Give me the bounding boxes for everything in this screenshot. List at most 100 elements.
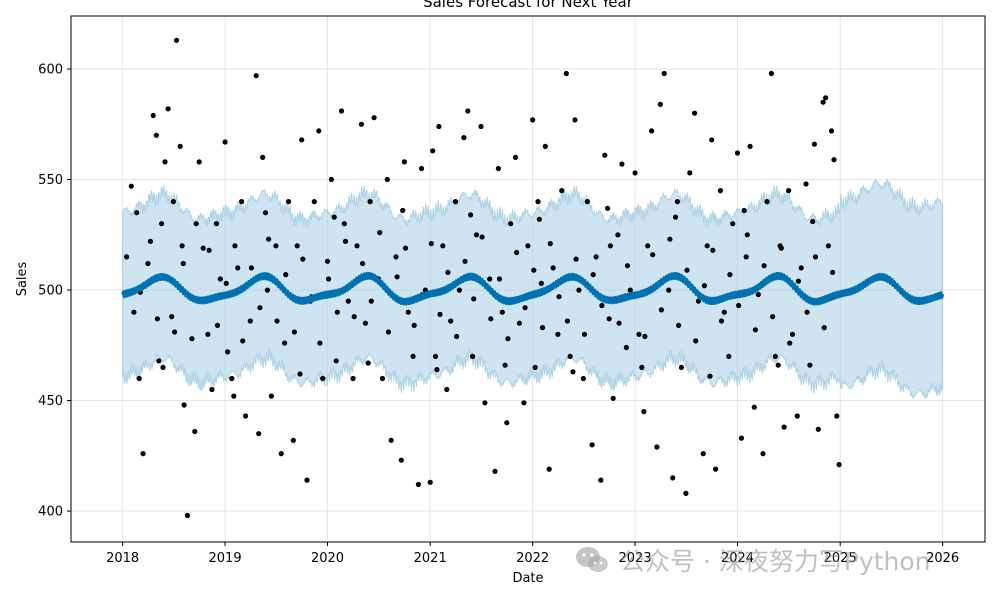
data-point <box>815 426 821 432</box>
data-point <box>718 318 725 324</box>
data-point <box>411 322 417 328</box>
y-tick-label: 600 <box>38 63 63 78</box>
data-point <box>512 154 519 160</box>
data-point <box>794 413 800 419</box>
data-point <box>488 316 494 322</box>
data-point <box>530 117 536 123</box>
data-point <box>379 375 386 382</box>
data-point <box>291 329 297 335</box>
data-point <box>196 159 202 165</box>
data-point <box>367 199 373 205</box>
data-point <box>444 386 450 393</box>
x-axis-title: Date <box>512 571 543 586</box>
data-point <box>331 214 337 220</box>
data-point <box>504 420 510 426</box>
data-point <box>316 128 322 134</box>
data-point <box>177 143 183 149</box>
forecast-line <box>121 271 945 306</box>
data-point <box>572 117 578 123</box>
y-tick-label: 550 <box>38 173 63 188</box>
data-point <box>415 481 421 488</box>
data-point <box>831 157 837 163</box>
data-point <box>624 263 631 269</box>
data-point <box>649 128 655 134</box>
data-point <box>642 333 648 340</box>
data-point <box>606 316 612 322</box>
data-point <box>605 205 611 211</box>
data-point <box>761 263 767 269</box>
data-point <box>672 214 679 220</box>
data-point <box>229 375 235 382</box>
data-point <box>173 37 180 43</box>
data-point <box>807 362 813 368</box>
data-point <box>713 466 719 472</box>
data-point <box>165 106 171 112</box>
data-point <box>684 267 690 273</box>
data-point <box>535 199 541 205</box>
data-point <box>532 364 538 370</box>
data-point <box>654 444 660 450</box>
data-point <box>744 232 750 238</box>
data-point <box>499 309 505 315</box>
plot-frame <box>70 15 986 543</box>
observed-points <box>124 37 842 519</box>
data-point <box>768 70 775 77</box>
data-point <box>496 276 503 282</box>
data-point <box>154 316 160 322</box>
data-point <box>470 353 476 359</box>
data-point <box>581 331 588 337</box>
data-point <box>232 243 238 249</box>
data-point <box>266 236 272 242</box>
data-point <box>619 161 625 167</box>
data-point <box>430 148 436 154</box>
data-point <box>304 477 310 483</box>
data-point <box>240 338 246 344</box>
data-point <box>657 101 663 107</box>
data-point <box>789 331 796 337</box>
data-point <box>256 431 262 437</box>
data-point <box>701 283 708 289</box>
x-tick-label: 2026 <box>926 551 959 566</box>
data-point <box>473 232 480 238</box>
data-point <box>738 435 745 441</box>
data-point <box>508 221 514 227</box>
data-point <box>820 99 826 105</box>
data-point <box>257 305 263 311</box>
data-point <box>294 243 300 249</box>
data-point <box>180 260 186 267</box>
data-point <box>692 110 698 116</box>
data-point <box>734 150 741 156</box>
data-point <box>727 272 733 278</box>
data-point <box>282 340 288 346</box>
data-point <box>358 121 364 127</box>
data-point <box>627 287 633 293</box>
data-point <box>181 402 187 408</box>
data-point <box>563 70 569 77</box>
data-point <box>290 437 296 443</box>
data-point <box>830 269 836 275</box>
x-tick-label: 2019 <box>209 551 242 566</box>
data-point <box>213 221 219 227</box>
data-point <box>278 451 284 457</box>
data-point <box>567 353 573 359</box>
data-point <box>384 176 390 183</box>
x-tick-label: 2020 <box>311 551 344 566</box>
x-tick-label: 2021 <box>414 551 447 566</box>
data-point <box>179 243 185 249</box>
data-point <box>341 221 347 227</box>
data-point <box>602 152 608 158</box>
data-point <box>687 170 693 176</box>
data-point <box>345 298 351 304</box>
data-point <box>667 236 673 242</box>
data-point <box>525 243 531 249</box>
data-point <box>471 296 477 302</box>
data-point <box>128 183 134 189</box>
data-point <box>741 207 747 214</box>
data-point <box>810 218 816 225</box>
data-point <box>804 309 810 315</box>
data-point <box>798 265 804 271</box>
data-point <box>410 353 416 359</box>
data-point <box>700 451 706 457</box>
data-point <box>736 302 742 309</box>
x-tick-label: 2018 <box>106 551 139 566</box>
